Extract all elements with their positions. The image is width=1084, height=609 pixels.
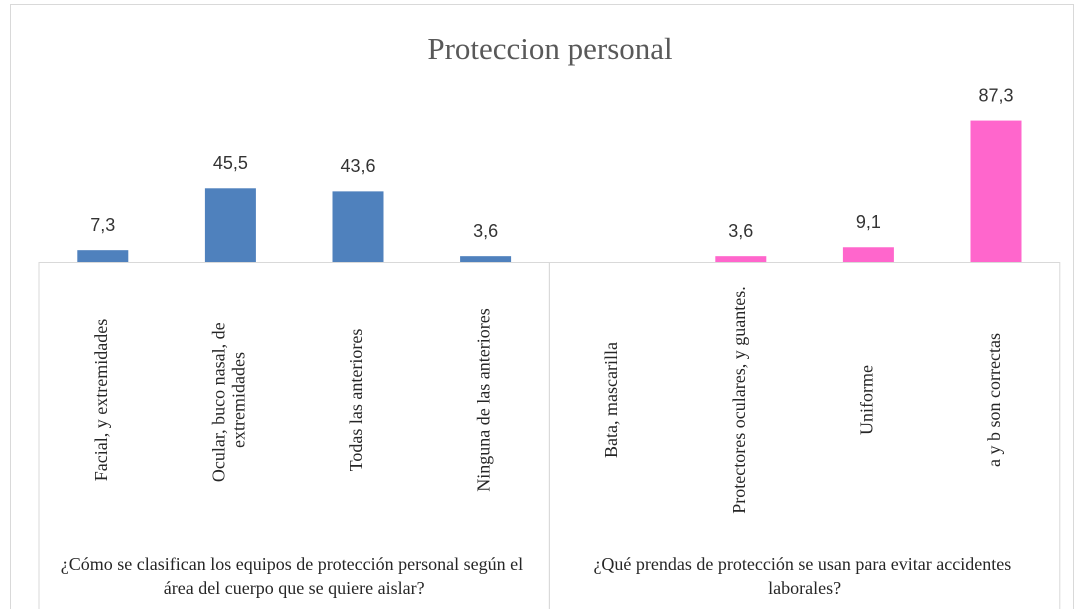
chart-title: Proteccion personal [427,31,672,66]
x-tick-label: Uniforme [857,365,877,435]
data-label: 45,5 [213,153,248,173]
group-label: ¿Qué prendas de protección se usan para … [593,554,1015,598]
bar [715,256,767,262]
x-tick-label: Facial, y extremidades [91,319,111,481]
x-tick-label: Todas las anteriores [346,329,366,472]
x-tick-label: Bata, mascarilla [601,342,621,458]
bar [842,247,894,262]
data-label: 3,6 [728,221,753,241]
bar [460,256,512,262]
bar [77,250,129,262]
bar [204,188,256,262]
data-label: 87,3 [978,85,1013,105]
bar [332,191,384,262]
x-tick-label: a y b son correctas [984,333,1004,467]
group-label: ¿Cómo se clasifican los equipos de prote… [61,554,528,598]
x-tick-label: Protectores oculares, y guantes. [729,286,749,513]
x-tick-label: Ocular, buco nasal, de extremidades [209,318,249,482]
data-label: 7,3 [90,215,115,235]
data-label: 43,6 [340,156,375,176]
chart-border [10,4,1074,609]
bar [970,120,1022,262]
x-tick-label: Ninguna de las anteriores [474,308,494,491]
data-label: 3,6 [473,221,498,241]
data-label: 9,1 [856,212,881,232]
